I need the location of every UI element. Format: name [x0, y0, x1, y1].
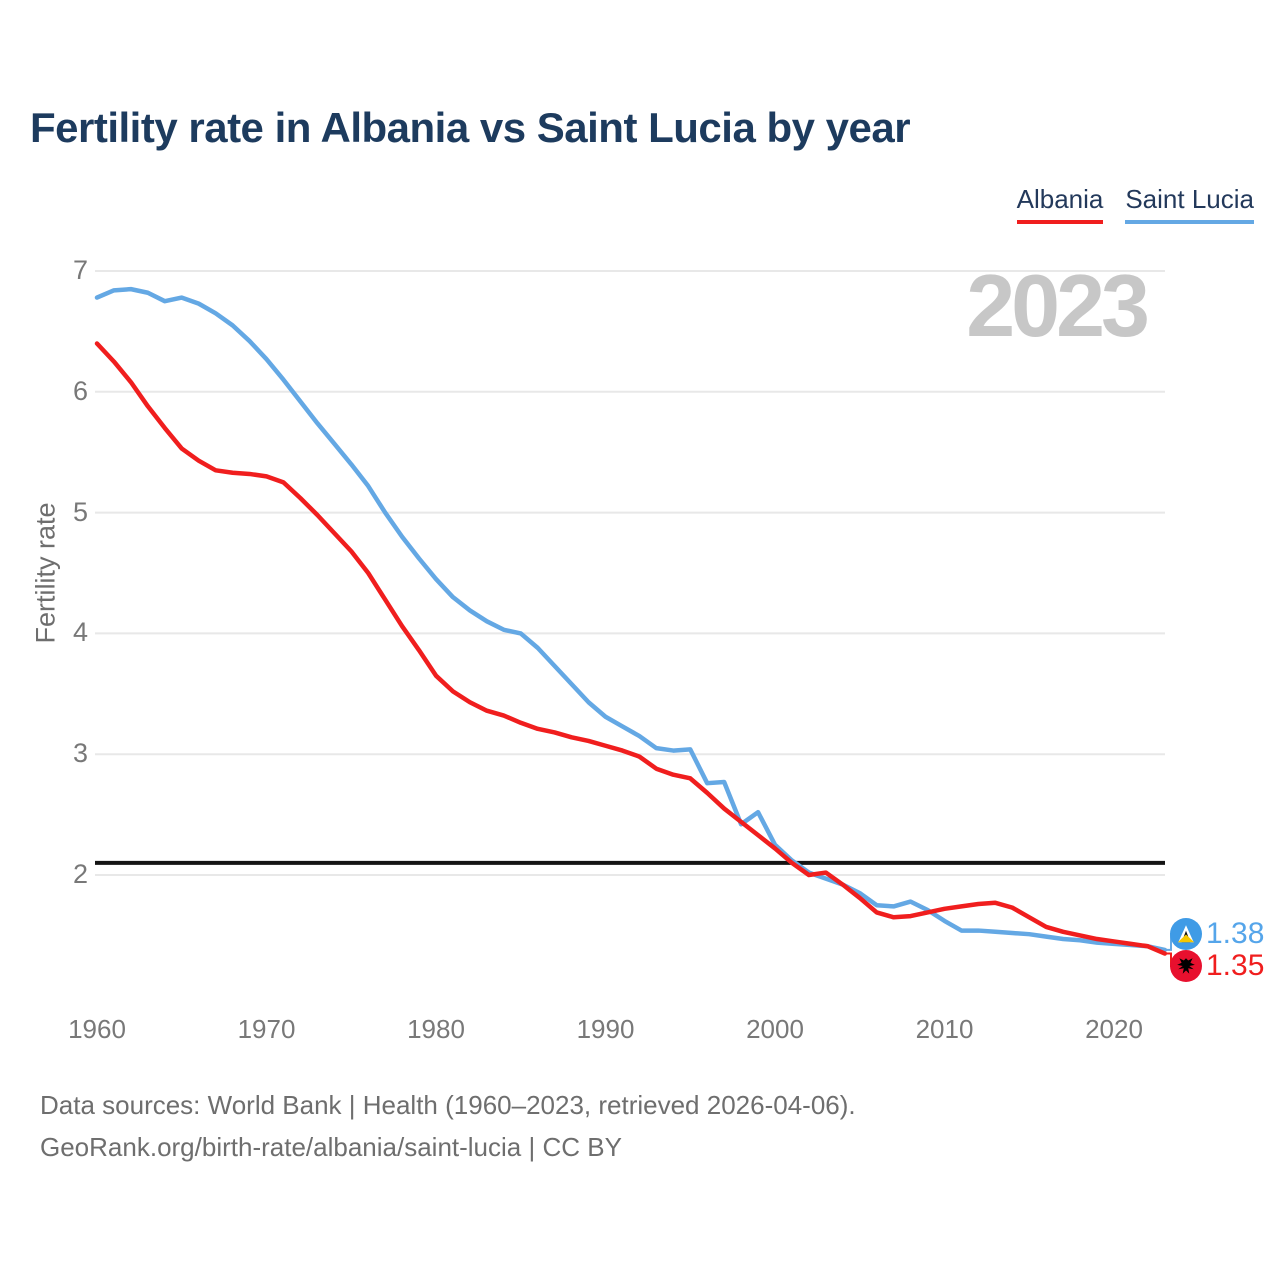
y-tick-label: 4	[72, 617, 88, 648]
x-tick-label: 1980	[407, 1014, 465, 1044]
footer: Data sources: World Bank | Health (1960–…	[40, 1084, 856, 1168]
footer-data-sources: Data sources: World Bank | Health (1960–…	[40, 1090, 856, 1120]
saint-lucia-line[interactable]	[94, 286, 1168, 953]
legend: Albania Saint Lucia	[1016, 184, 1254, 224]
legend-item-saint-lucia[interactable]: Saint Lucia	[1125, 184, 1254, 224]
y-tick-label: 5	[72, 496, 88, 527]
legend-item-albania[interactable]: Albania	[1016, 184, 1104, 224]
saint-lucia-end-value: 1.38	[1206, 917, 1265, 950]
x-tick-label: 2000	[746, 1014, 804, 1044]
y-tick-label: 3	[72, 738, 88, 769]
albania-line[interactable]	[94, 341, 1168, 956]
saint-lucia-flag-icon	[1177, 925, 1195, 943]
x-tick-label: 2020	[1085, 1014, 1143, 1044]
y-tick-label: 2	[72, 859, 88, 889]
footer-attribution: GeoRank.org/birth-rate/albania/saint-luc…	[40, 1132, 622, 1162]
albania-end-value: 1.35	[1206, 949, 1265, 982]
albania-eagle-icon	[1177, 958, 1195, 974]
albania-end-badge	[1170, 950, 1202, 982]
y-tick-label: 7	[72, 255, 88, 285]
x-tick-label: 1990	[576, 1014, 635, 1044]
page-title: Fertility rate in Albania vs Saint Lucia…	[30, 104, 911, 151]
saint-lucia-end-badge	[1170, 918, 1202, 950]
y-tick-label: 6	[72, 375, 88, 406]
year-watermark: 2023	[966, 256, 1150, 355]
x-tick-label: 1970	[237, 1014, 296, 1044]
x-tick-label: 2010	[915, 1014, 974, 1044]
x-tick-label: 1960	[68, 1014, 126, 1044]
